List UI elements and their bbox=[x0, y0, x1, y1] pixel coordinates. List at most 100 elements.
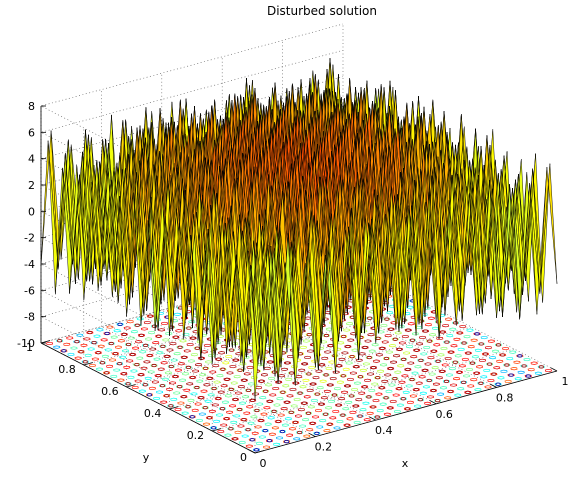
contour-line bbox=[177, 401, 185, 405]
contour-line bbox=[66, 336, 74, 340]
contour-line bbox=[170, 397, 178, 402]
contour-line bbox=[136, 317, 144, 321]
contour-line bbox=[467, 384, 475, 388]
contour-line bbox=[119, 355, 127, 359]
contour-line bbox=[175, 329, 183, 333]
contour-line bbox=[351, 387, 359, 392]
contour-line bbox=[392, 354, 401, 358]
y-tick-mark bbox=[169, 406, 179, 410]
contour-line bbox=[293, 381, 299, 385]
contour-line bbox=[112, 351, 119, 356]
contour-line bbox=[483, 368, 491, 373]
contour-line bbox=[125, 382, 131, 386]
contour-line bbox=[130, 369, 138, 373]
y-tick-label: 0.4 bbox=[144, 407, 162, 420]
contour-line bbox=[91, 340, 97, 345]
contour-line bbox=[247, 421, 255, 425]
contour-line bbox=[132, 346, 140, 350]
contour-line bbox=[353, 381, 362, 385]
contour-line bbox=[538, 365, 544, 369]
contour-line bbox=[439, 369, 445, 373]
contour-line bbox=[336, 380, 344, 384]
contour-line bbox=[470, 377, 478, 382]
contour-line bbox=[278, 374, 286, 378]
contour-line bbox=[148, 386, 156, 391]
contour-line bbox=[241, 378, 247, 382]
contour-line bbox=[383, 356, 390, 361]
contour-line bbox=[521, 364, 527, 368]
contour-line bbox=[415, 381, 423, 385]
contour-line bbox=[327, 383, 333, 387]
contour-line bbox=[149, 347, 157, 351]
contour-line bbox=[390, 321, 398, 325]
contour-line bbox=[349, 354, 355, 359]
contour-line bbox=[82, 360, 88, 364]
contour-line bbox=[267, 416, 275, 420]
contour-line bbox=[299, 345, 307, 350]
contour-line bbox=[366, 411, 374, 415]
contour-line bbox=[228, 404, 237, 408]
contour-line bbox=[410, 355, 418, 359]
contour-line bbox=[97, 344, 105, 348]
contour-line bbox=[324, 350, 332, 354]
contour-line bbox=[121, 372, 127, 376]
contour-line bbox=[186, 342, 194, 347]
contour-line bbox=[380, 323, 388, 328]
contour-line bbox=[235, 352, 243, 356]
contour-line bbox=[298, 368, 306, 372]
contour-line bbox=[320, 396, 328, 400]
contour-line bbox=[186, 326, 192, 330]
contour-line bbox=[160, 344, 166, 348]
contour-line bbox=[80, 343, 88, 347]
contour-line bbox=[286, 354, 294, 359]
contour-line bbox=[474, 348, 482, 352]
floor-grid-line bbox=[101, 326, 316, 437]
contour-line bbox=[310, 421, 316, 425]
contour-line bbox=[344, 384, 351, 388]
contour-line bbox=[448, 366, 456, 371]
contour-line bbox=[400, 397, 406, 401]
contour-line bbox=[360, 329, 368, 333]
contour-line bbox=[106, 325, 114, 329]
z-tick-label: 8 bbox=[28, 100, 35, 113]
contour-line bbox=[224, 417, 230, 421]
z-tick-label: -6 bbox=[24, 284, 35, 297]
contour-line bbox=[428, 372, 436, 376]
contour-line bbox=[351, 348, 359, 352]
contour-line bbox=[225, 354, 233, 359]
contour-line bbox=[306, 372, 312, 376]
contour-line bbox=[398, 341, 406, 345]
contour-line bbox=[99, 361, 106, 365]
contour-line bbox=[388, 344, 396, 348]
contour-line bbox=[328, 343, 334, 348]
contour-line bbox=[88, 363, 96, 368]
contour-line bbox=[411, 371, 419, 375]
contour-line bbox=[419, 391, 427, 395]
contour-line bbox=[443, 379, 450, 383]
contour-line bbox=[312, 415, 320, 419]
contour-line bbox=[234, 391, 242, 395]
contour-line bbox=[445, 373, 453, 377]
contour-line bbox=[333, 386, 341, 391]
contour-line bbox=[262, 445, 271, 449]
contour-line bbox=[325, 406, 333, 410]
contour-line bbox=[147, 353, 153, 358]
contour-line bbox=[504, 379, 512, 384]
contour-line bbox=[203, 383, 211, 387]
contour-line bbox=[130, 330, 138, 334]
z-tick-label: -8 bbox=[24, 311, 35, 324]
contour-line bbox=[275, 436, 284, 440]
contour-line bbox=[376, 408, 384, 413]
contour-line bbox=[302, 322, 308, 327]
contour-line bbox=[260, 373, 268, 377]
contour-line bbox=[142, 383, 148, 387]
contour-line bbox=[164, 394, 170, 398]
contour-line bbox=[397, 324, 405, 329]
contour-line bbox=[294, 414, 302, 418]
contour-line bbox=[345, 322, 354, 326]
contour-line bbox=[392, 337, 398, 341]
contour-line bbox=[454, 393, 462, 397]
contour-line bbox=[110, 374, 118, 379]
contour-line bbox=[224, 433, 232, 437]
contour-line bbox=[61, 349, 67, 353]
